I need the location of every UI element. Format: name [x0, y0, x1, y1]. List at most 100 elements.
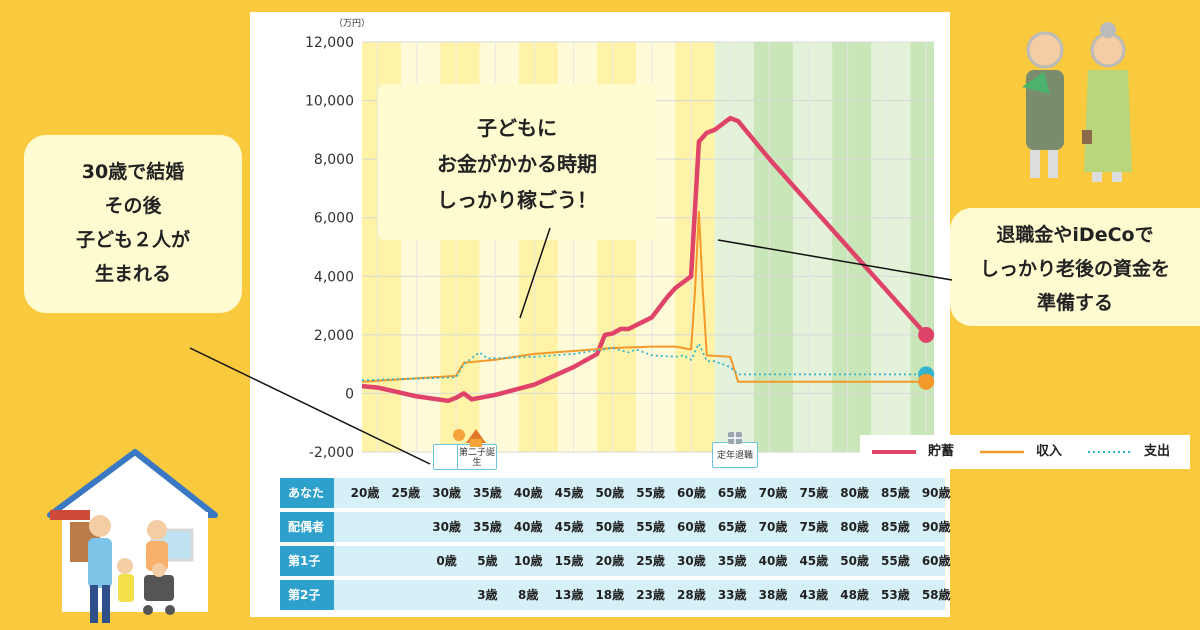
age-cell: 8歳 — [518, 588, 539, 602]
age-cell: 60歳 — [921, 554, 951, 568]
age-cell: 20歳 — [595, 554, 625, 568]
age-cell: 40歳 — [513, 520, 543, 534]
pointer-line-mid — [519, 227, 551, 319]
legend-label: 貯蓄 — [928, 444, 955, 459]
age-cell: 20歳 — [350, 486, 380, 500]
y-tick-label: -2,000 — [309, 445, 354, 461]
chart-legend: 貯蓄 収入 支出 — [860, 435, 1190, 469]
callout-marriage: 30歳で結婚 その後 子ども２人が 生まれる — [24, 135, 242, 313]
legend-item-expense: 支出 — [1088, 435, 1188, 469]
pointer-line-left — [189, 347, 431, 465]
legend-label: 支出 — [1144, 444, 1171, 459]
age-cell: 35歳 — [717, 554, 747, 568]
marker-second-child: 第二子誕生 — [457, 444, 497, 470]
y-tick-label: 6,000 — [314, 211, 354, 227]
y-tick-label: 12,000 — [305, 35, 354, 51]
age-cell: 25歳 — [636, 554, 665, 568]
age-cell: 45歳 — [554, 486, 584, 500]
age-row-label: 第2子 — [280, 580, 334, 610]
legend-swatch — [1088, 451, 1132, 453]
briefcase-icon — [728, 432, 742, 444]
age-cell: 70歳 — [758, 486, 788, 500]
age-row-label: あなた — [280, 478, 334, 508]
age-cell: 45歳 — [554, 520, 584, 534]
age-cell: 55歳 — [636, 520, 665, 534]
callout-line: その後 — [104, 195, 162, 217]
callout-line: 準備する — [1036, 292, 1113, 314]
child-icon — [453, 429, 486, 447]
age-cell: 53歳 — [881, 588, 910, 602]
age-cell: 38歳 — [758, 588, 788, 602]
age-cell: 25歳 — [391, 486, 421, 500]
age-cell: 60歳 — [677, 520, 706, 534]
age-row: 配偶者 30歳 35歳 40歳 45歳 50歳 55歳 60歳 65歳 70歳 75歳 80歳 85歳 9… — [280, 512, 951, 542]
age-row: あなた 20歳 25歳 30歳 35歳 40歳 45歳 50歳 55歳 60歳 65歳 70歳 75歳 8… — [280, 478, 951, 508]
age-cell: 80歳 — [840, 520, 869, 534]
y-tick-label: 0 — [345, 386, 354, 402]
age-cell: 30歳 — [432, 486, 461, 500]
legend-item-income: 収入 — [980, 435, 1080, 469]
callout-line: しっかり稼ごう！ — [437, 188, 597, 212]
age-cell: 55歳 — [881, 554, 910, 568]
age-cell: 48歳 — [840, 588, 869, 602]
age-cell: 23歳 — [636, 588, 665, 602]
age-cell: 65歳 — [717, 520, 747, 534]
age-cell: 50歳 — [595, 486, 625, 500]
callout-line: 30歳で結婚 — [81, 161, 185, 183]
age-cell: 85歳 — [881, 520, 910, 534]
callout-line: しっかり老後の資金を — [979, 258, 1170, 280]
age-cell: 15歳 — [554, 554, 584, 568]
series-expense-line — [361, 342, 927, 382]
end-dot-income — [918, 373, 935, 390]
age-row-label: 第1子 — [280, 546, 334, 576]
age-row-label: 配偶者 — [280, 512, 334, 542]
age-cell: 58歳 — [921, 588, 951, 602]
age-cell: 60歳 — [677, 486, 706, 500]
age-cell: 80歳 — [840, 486, 869, 500]
callout-child-costs: 子どもに お金がかかる時期 しっかり稼ごう！ — [378, 84, 656, 240]
age-cell: 0歳 — [436, 554, 457, 568]
age-cell: 40歳 — [513, 486, 543, 500]
y-tick-label: 2,000 — [314, 328, 354, 344]
pointer-line-right — [717, 239, 953, 281]
age-cell: 43歳 — [799, 588, 829, 602]
callout-retirement: 退職金やiDeCoで しっかり老後の資金を 準備する — [950, 208, 1200, 326]
legend-label: 収入 — [1036, 444, 1063, 459]
legend-item-savings: 貯蓄 — [872, 435, 972, 469]
age-cell: 65歳 — [717, 486, 747, 500]
age-table: あなた 20歳 25歳 30歳 35歳 40歳 45歳 50歳 55歳 60歳 65歳 70歳 75歳 8… — [280, 478, 951, 614]
age-cell: 30歳 — [432, 520, 461, 534]
family-house-illustration — [47, 449, 218, 623]
end-dot-savings — [918, 326, 935, 343]
y-tick-label: 4,000 — [314, 269, 354, 285]
y-unit-label: （万円） — [334, 18, 370, 29]
legend-swatch — [872, 450, 916, 454]
chart-band — [871, 42, 911, 452]
age-cell: 35歳 — [473, 486, 502, 500]
chart-band — [910, 42, 934, 452]
age-cell: 28歳 — [677, 588, 706, 602]
age-cell: 35歳 — [473, 520, 502, 534]
age-cell: 33歳 — [717, 588, 747, 602]
age-cell: 75歳 — [799, 520, 829, 534]
callout-line: お金がかかる時期 — [437, 152, 597, 176]
age-cell: 45歳 — [799, 554, 829, 568]
age-cell: 3歳 — [477, 588, 498, 602]
age-cell: 90歳 — [921, 520, 951, 534]
age-cell: 30歳 — [677, 554, 706, 568]
age-cell: 5歳 — [477, 554, 498, 568]
age-cell: 75歳 — [799, 486, 829, 500]
age-cell: 55歳 — [636, 486, 665, 500]
callout-line: 生まれる — [94, 263, 171, 285]
age-row: 第2子 3歳 8歳 13歳 18歳 23歳 28歳 33歳 38歳 43歳 48歳 53歳 58歳 — [280, 580, 951, 610]
chart-band — [792, 42, 833, 452]
callout-line: 退職金やiDeCoで — [996, 224, 1154, 246]
callout-line: 子ども２人が — [75, 229, 190, 251]
elderly-couple-illustration — [1022, 22, 1132, 182]
age-cell: 90歳 — [921, 486, 951, 500]
age-cell: 85歳 — [881, 486, 910, 500]
y-tick-label: 8,000 — [314, 152, 354, 168]
age-cell: 18歳 — [595, 588, 625, 602]
chart-band — [832, 42, 872, 452]
